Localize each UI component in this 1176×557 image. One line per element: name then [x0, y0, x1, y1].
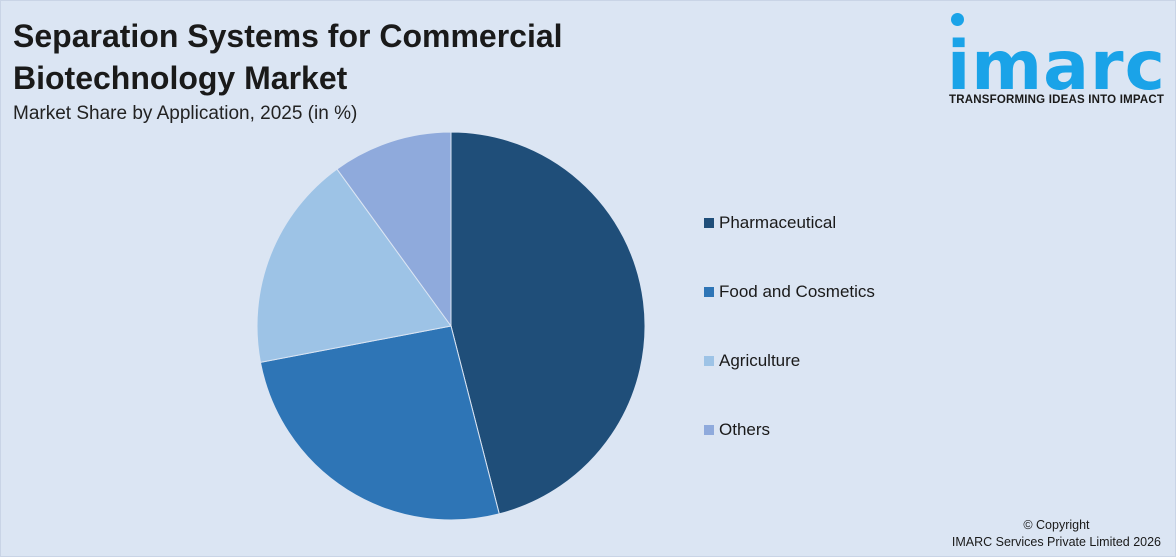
logo-dot-icon [951, 13, 964, 26]
legend-swatch [704, 425, 714, 435]
logo-tagline: TRANSFORMING IDEAS INTO IMPACT [949, 94, 1165, 106]
legend-label: Food and Cosmetics [719, 282, 875, 301]
legend-label: Pharmaceutical [719, 213, 837, 232]
chart-title: Separation Systems for Commercial Biotec… [13, 18, 563, 96]
legend-item-agriculture: Agriculture [704, 351, 800, 371]
pie-slice-agriculture [256, 168, 452, 363]
logo-wordmark: imarc [947, 27, 1166, 106]
copyright-notice: © Copyright IMARC Services Private Limit… [952, 517, 1161, 551]
legend-item-others: Others [704, 420, 770, 440]
legend-swatch [704, 356, 714, 366]
legend-label: Agriculture [719, 351, 801, 370]
imarc-logo: imarc TRANSFORMING IDEAS INTO IMPACT [947, 11, 1171, 111]
legend-item-pharmaceutical: Pharmaceutical [704, 213, 836, 233]
pie-slice-pharmaceutical [450, 131, 646, 515]
legend-swatch [704, 287, 714, 297]
chart-subtitle: Market Share by Application, 2025 (in %) [13, 103, 358, 124]
legend-label: Others [719, 420, 771, 439]
pie-slice-others [336, 131, 452, 328]
copyright-line: © Copyright [1023, 518, 1090, 532]
pie-chart [256, 131, 646, 521]
legend-item-food-and-cosmetics: Food and Cosmetics [704, 282, 875, 302]
pie-slice-food-and-cosmetics [259, 325, 500, 521]
copyright-company: IMARC Services Private Limited 2026 [951, 535, 1161, 549]
legend-swatch [704, 218, 714, 228]
